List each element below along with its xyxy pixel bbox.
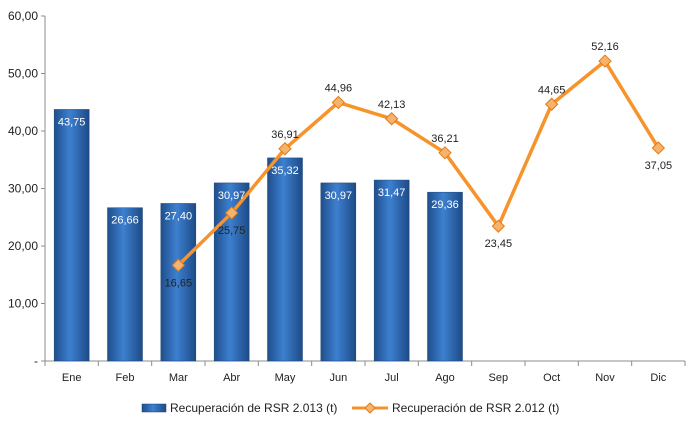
line-point xyxy=(651,141,666,155)
y-tick-label: - xyxy=(34,354,38,368)
data-labels: 43,75 26,66 27,40 30,97 35,32 30,97 31,47 29,36… xyxy=(58,41,672,289)
line-point xyxy=(598,54,612,68)
bar xyxy=(320,182,357,362)
line-point xyxy=(544,97,559,111)
line-value-label: 44,96 xyxy=(325,82,353,94)
bar-value-label: 35,32 xyxy=(271,165,299,177)
line-value-label: 36,21 xyxy=(431,133,459,145)
line-point xyxy=(278,142,292,156)
line-point xyxy=(384,112,399,126)
line-value-label: 16,65 xyxy=(165,277,193,289)
legend-swatch-bar xyxy=(141,403,167,413)
line-value-label: 23,45 xyxy=(485,238,513,250)
x-tick-label: Sep xyxy=(489,372,509,384)
legend-label: Recuperación de RSR 2.012 (t) xyxy=(392,401,559,415)
bar xyxy=(107,207,143,362)
bar-value-label: 43,75 xyxy=(58,116,86,128)
x-tick-label: Dic xyxy=(650,372,666,384)
line-value-label: 37,05 xyxy=(645,160,673,172)
x-tick-label: Oct xyxy=(543,372,560,384)
line-series xyxy=(171,54,666,272)
line-value-label: 42,13 xyxy=(378,99,406,111)
line-value-label: 52,16 xyxy=(591,41,619,53)
x-tick-label: Feb xyxy=(116,372,135,384)
y-tick-label: 10,00 xyxy=(8,297,38,311)
bar-value-label: 30,97 xyxy=(218,190,246,202)
line-value-label: 44,65 xyxy=(538,84,566,96)
line-value-label: 36,91 xyxy=(271,129,299,141)
x-tick-label: May xyxy=(275,372,296,384)
bar xyxy=(213,182,250,362)
bar-value-label: 27,40 xyxy=(165,210,193,222)
axes: - 10,00 20,00 30,00 40,00 50,00 60,00 Ene Feb Mar… xyxy=(8,9,686,384)
bar xyxy=(267,157,303,362)
y-tick-label: 60,00 xyxy=(8,9,38,23)
bar-series xyxy=(53,109,463,362)
y-tick-label: 50,00 xyxy=(8,67,38,81)
legend-swatch-marker xyxy=(364,402,376,414)
line-point xyxy=(224,206,239,220)
y-tick-label: 20,00 xyxy=(8,239,38,253)
x-tick-label: Jun xyxy=(329,372,347,384)
line-point xyxy=(491,219,506,233)
bar-value-label: 26,66 xyxy=(111,215,139,227)
y-tick-label: 40,00 xyxy=(8,124,38,138)
legend-label: Recuperación de RSR 2.013 (t) xyxy=(170,401,337,415)
x-tick-label: Mar xyxy=(169,372,188,384)
bar xyxy=(53,109,90,362)
bar-value-label: 30,97 xyxy=(325,190,353,202)
series-line xyxy=(177,59,660,267)
bar-value-label: 29,36 xyxy=(431,199,459,211)
line-value-label: 25,75 xyxy=(218,225,246,237)
line-point xyxy=(438,146,452,160)
x-tick-label: Nov xyxy=(595,372,615,384)
legend: Recuperación de RSR 2.013 (t) Recuperació… xyxy=(141,401,559,415)
line-point xyxy=(331,95,346,110)
x-tick-label: Jul xyxy=(385,372,399,384)
y-tick-label: 30,00 xyxy=(8,182,38,196)
bar xyxy=(373,179,410,362)
bar xyxy=(160,203,197,362)
x-tick-label: Ago xyxy=(435,372,455,384)
bar xyxy=(427,191,463,362)
x-tick-label: Ene xyxy=(62,372,82,384)
line-point xyxy=(171,258,186,272)
bar-value-label: 31,47 xyxy=(378,187,406,199)
x-tick-label: Abr xyxy=(223,372,240,384)
